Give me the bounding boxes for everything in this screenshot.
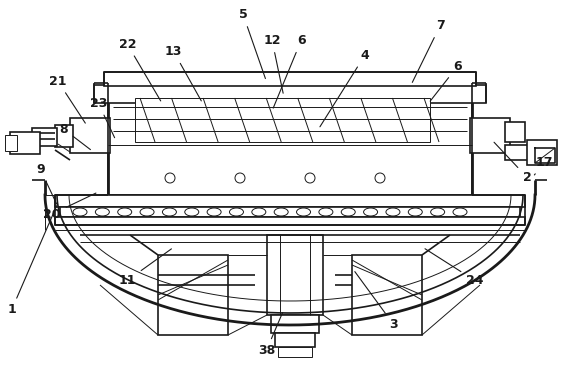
Bar xyxy=(55,195,525,207)
Text: 13: 13 xyxy=(165,45,201,101)
Bar xyxy=(271,315,319,333)
Text: 8: 8 xyxy=(60,123,90,149)
Bar xyxy=(104,72,476,86)
Text: 20: 20 xyxy=(43,193,96,221)
Bar xyxy=(32,128,57,146)
Text: 22: 22 xyxy=(119,38,161,101)
Bar xyxy=(278,347,312,357)
Bar xyxy=(505,145,535,160)
Bar xyxy=(275,333,315,347)
Bar xyxy=(5,135,17,151)
Bar xyxy=(55,125,73,147)
Text: 6: 6 xyxy=(273,34,305,108)
Text: 11: 11 xyxy=(119,249,171,287)
Text: 38: 38 xyxy=(258,313,283,357)
Bar xyxy=(10,132,40,154)
Text: 21: 21 xyxy=(49,75,85,123)
Bar xyxy=(505,122,525,142)
Text: 9: 9 xyxy=(36,163,57,204)
Text: 3: 3 xyxy=(355,272,398,331)
Bar xyxy=(108,95,472,195)
Text: 4: 4 xyxy=(320,49,369,127)
Bar xyxy=(158,255,228,335)
Text: 17: 17 xyxy=(534,156,553,175)
Bar xyxy=(55,217,525,225)
Text: 12: 12 xyxy=(263,34,283,93)
Text: 23: 23 xyxy=(90,97,115,138)
Text: 5: 5 xyxy=(239,8,265,79)
Text: 2: 2 xyxy=(494,142,532,184)
Bar xyxy=(470,118,510,153)
Text: 6: 6 xyxy=(430,60,461,101)
Text: 7: 7 xyxy=(412,19,445,82)
Bar xyxy=(527,140,557,165)
Text: 24: 24 xyxy=(425,249,483,287)
Bar xyxy=(94,85,486,103)
Bar xyxy=(60,207,520,217)
Bar xyxy=(70,118,110,153)
Text: 1: 1 xyxy=(7,206,57,317)
Bar xyxy=(135,98,430,142)
Bar xyxy=(352,255,422,335)
Bar xyxy=(267,235,323,315)
